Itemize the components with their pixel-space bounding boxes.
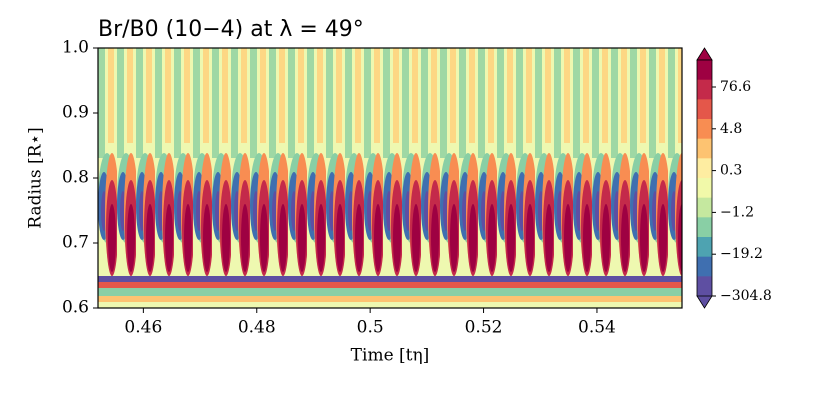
colorbar-band [697,276,712,297]
colorbar-band [697,79,712,100]
y-tick-label: 0.9 [62,103,89,123]
x-tick-label: 0.46 [124,318,162,338]
y-tick-label: 1.0 [62,38,89,58]
contour-field [98,48,682,308]
colorbar-extend [696,295,713,309]
y-tick-label: 0.6 [62,298,89,318]
colorbar-band [697,119,712,140]
colorbar-tick-label: −19.2 [720,246,763,262]
colorbar-band [697,197,712,218]
x-tick-label: 0.54 [578,318,616,338]
colorbar-band [697,99,712,120]
colorbar-frame [696,59,713,297]
colorbar-band [697,138,712,159]
colorbar-band [697,178,712,199]
x-tick-label: 0.52 [465,318,503,338]
x-tick-label: 0.48 [238,318,276,338]
colorbar-band [697,60,712,81]
y-axis-label: Radius [R⋆] [26,127,46,228]
colorbar-band [697,237,712,258]
colorbar-band [697,217,712,238]
colorbar-extend [696,47,713,61]
chart-title: Br/B0 (10−4) at λ = 49° [98,17,364,42]
colorbar-band [697,158,712,179]
colorbar-tick-label: 4.8 [720,121,742,137]
x-axis-label: Time [tη] [351,346,430,366]
colorbar-tick-label: −304.8 [720,288,772,304]
x-tick-label: 0.5 [357,318,384,338]
colorbar-band [697,256,712,277]
colorbar-tick-label: 76.6 [720,79,751,95]
colorbar-tick-label: 0.3 [720,163,742,179]
y-tick-label: 0.8 [62,168,89,188]
y-tick-label: 0.7 [62,233,89,253]
colorbar-tick-label: −1.2 [720,204,754,220]
